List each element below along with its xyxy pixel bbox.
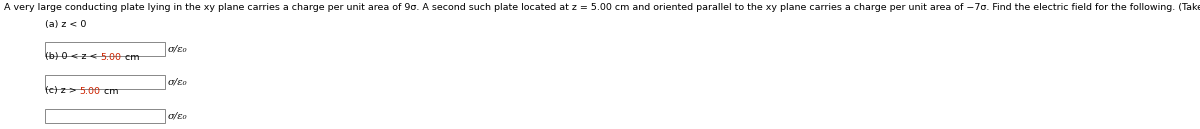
Bar xyxy=(46,109,166,123)
Bar xyxy=(46,42,166,56)
Text: (a) z < 0: (a) z < 0 xyxy=(46,19,86,29)
Text: σ/ε₀: σ/ε₀ xyxy=(168,78,187,87)
Text: cm: cm xyxy=(121,53,139,62)
Text: (b) 0 < z <: (b) 0 < z < xyxy=(46,53,101,62)
Text: 5.00: 5.00 xyxy=(79,87,101,95)
Text: (c) z >: (c) z > xyxy=(46,87,79,95)
Bar xyxy=(46,75,166,89)
Text: σ/ε₀: σ/ε₀ xyxy=(168,45,187,54)
Text: 5.00: 5.00 xyxy=(101,53,121,62)
Text: A very large conducting plate lying in the xy plane carries a charge per unit ar: A very large conducting plate lying in t… xyxy=(4,3,1200,12)
Text: σ/ε₀: σ/ε₀ xyxy=(168,111,187,120)
Text: cm: cm xyxy=(101,87,119,95)
